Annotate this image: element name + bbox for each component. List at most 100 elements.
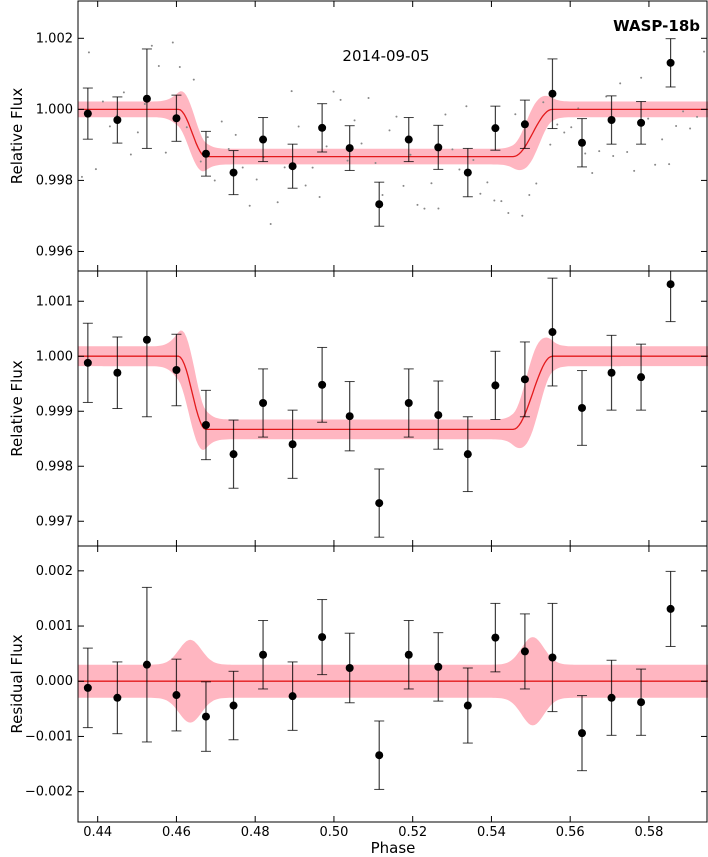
raw-point <box>675 125 678 128</box>
raw-point <box>122 91 125 94</box>
raw-point <box>647 117 650 120</box>
raw-point <box>493 199 496 202</box>
y-axis-label: Relative Flux <box>8 360 26 457</box>
data-point <box>491 124 500 133</box>
plot-area-middle <box>78 271 708 538</box>
data-point <box>404 399 413 407</box>
data-point <box>259 650 268 659</box>
raw-point <box>94 168 97 171</box>
data-point <box>637 698 646 707</box>
raw-point <box>402 184 405 187</box>
raw-point <box>80 175 83 178</box>
raw-point <box>612 155 615 158</box>
raw-point <box>234 133 237 136</box>
raw-point <box>444 113 447 116</box>
data-point <box>113 116 122 125</box>
raw-point <box>591 171 594 174</box>
data-point <box>201 149 210 158</box>
raw-point <box>458 168 461 171</box>
raw-point <box>528 194 531 197</box>
y-tick-label: 0.002 <box>36 564 73 579</box>
raw-point <box>626 150 629 153</box>
y-tick-label: 0.998 <box>36 459 73 474</box>
y-tick-label: −0.001 <box>25 729 73 744</box>
raw-point <box>192 78 195 81</box>
data-point <box>288 440 297 449</box>
raw-point <box>479 192 482 195</box>
raw-point <box>178 65 181 68</box>
data-point <box>637 373 646 382</box>
x-tick-label: 0.54 <box>477 825 506 840</box>
data-point <box>345 663 354 672</box>
raw-point <box>339 98 342 101</box>
raw-point <box>598 150 601 153</box>
raw-point <box>255 178 258 181</box>
raw-point <box>129 153 132 156</box>
raw-point <box>304 184 307 187</box>
raw-point <box>556 123 559 126</box>
panel-top: 0.996 0.998 1.000 1.002 Relative Flux <box>8 0 708 272</box>
data-point <box>259 135 268 144</box>
data-point <box>520 120 529 129</box>
raw-point <box>297 125 300 128</box>
raw-point <box>696 115 699 118</box>
x-axis-label: Phase <box>371 839 416 857</box>
raw-point <box>360 142 363 145</box>
raw-point <box>381 194 384 197</box>
raw-point <box>689 127 692 130</box>
data-point <box>318 633 327 642</box>
data-point <box>318 123 327 132</box>
data-point <box>548 328 557 337</box>
axes-frame <box>77 545 708 823</box>
raw-point <box>353 119 356 122</box>
raw-point <box>157 64 160 67</box>
raw-point <box>633 169 636 172</box>
data-point <box>666 58 675 67</box>
raw-point <box>486 181 489 184</box>
binned-points <box>82 271 676 538</box>
panel-middle: 0.997 0.998 0.999 1.000 1.001 Relative Flux <box>8 270 708 547</box>
data-point <box>637 118 646 127</box>
data-point <box>83 358 92 367</box>
x-tick-label: 0.48 <box>241 825 270 840</box>
raw-point <box>241 166 244 169</box>
data-point <box>548 89 557 98</box>
data-point <box>113 693 122 702</box>
raw-point <box>570 126 573 129</box>
data-point <box>288 692 297 701</box>
raw-point <box>367 96 370 99</box>
data-point <box>520 647 529 656</box>
raw-point <box>437 207 440 210</box>
axes-frame <box>77 0 708 272</box>
data-point <box>607 116 616 125</box>
raw-point <box>332 90 335 93</box>
model-curve <box>78 108 708 158</box>
y-axis-label: Residual Flux <box>8 634 26 733</box>
raw-point <box>227 148 230 151</box>
data-point <box>318 380 327 389</box>
raw-point <box>465 105 468 108</box>
model-uncertainty-band <box>78 330 708 450</box>
panel-bottom: −0.002 −0.001 0.000 0.001 0.002 Residual Flux <box>8 545 708 823</box>
raw-point <box>661 138 664 141</box>
data-point <box>142 94 151 103</box>
raw-point <box>87 51 90 54</box>
raw-point <box>640 76 643 79</box>
raw-point <box>248 204 251 207</box>
raw-point <box>346 159 349 162</box>
raw-point <box>521 214 524 217</box>
x-axis-tick-labels: 0.44 0.46 0.48 0.50 0.52 0.54 0.56 0.58 <box>83 825 663 840</box>
raw-point <box>101 100 104 103</box>
data-point <box>172 114 181 123</box>
raw-point <box>416 203 419 206</box>
data-point <box>345 144 354 153</box>
raw-point <box>654 163 657 166</box>
data-point <box>434 411 443 420</box>
raw-point <box>535 182 538 185</box>
data-point <box>607 368 616 377</box>
binned-points <box>82 570 676 790</box>
data-point <box>288 162 297 171</box>
y-tick-label: 1.002 <box>36 31 73 46</box>
data-point <box>201 712 210 721</box>
